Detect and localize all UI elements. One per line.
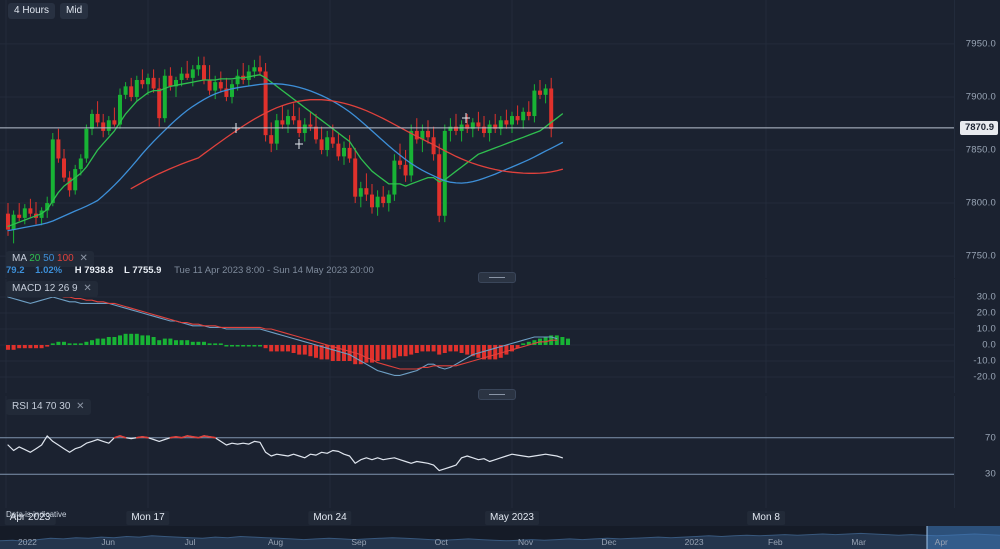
ma-indicator-legend[interactable]: MA 20 50 100 ✕ — [6, 251, 94, 267]
price-tick-label: 7850.0 — [965, 144, 996, 156]
price-panel-resize-grip[interactable] — [478, 272, 516, 283]
change-value: 79.2 — [6, 265, 25, 276]
chart-toolbar: 4 Hours Mid — [0, 0, 89, 22]
high-label: H — [74, 265, 82, 276]
rsi-oversold-level[interactable]: 30 — [59, 401, 71, 412]
price-axis[interactable]: 7950.0 7900.0 7850.0 7800.0 7750.0 7870.9 — [954, 0, 1000, 278]
rsi-panel: 70 30 — [0, 396, 1000, 508]
timeframe-chip[interactable]: 4 Hours — [8, 3, 56, 19]
change-percent: 1.02% — [35, 265, 63, 276]
navigator-tick-label: Sep — [351, 537, 367, 547]
time-tick-label: Mon 17 — [126, 511, 170, 525]
navigator-tick-label: Jun — [101, 537, 116, 547]
macd-panel: 30.0 20.0 10.0 0.0 -10.0 -20.0 — [0, 279, 1000, 393]
low-value: 7755.9 — [132, 265, 162, 276]
navigator-tick-label: Oct — [434, 537, 448, 547]
time-tick-label: Apr 2023 — [4, 511, 56, 525]
rsi-tick-label: 30 — [985, 468, 996, 480]
price-type-chip[interactable]: Mid — [60, 3, 89, 19]
date-range: Tue 11 Apr 2023 8:00 - Sun 14 May 2023 2… — [174, 265, 374, 276]
rsi-indicator-legend[interactable]: RSI 14 70 30 ✕ — [6, 399, 91, 415]
navigator-tick-label: Aug — [268, 537, 284, 547]
macd-indicator-legend[interactable]: MACD 12 26 9 ✕ — [6, 281, 98, 297]
rsi-plot[interactable] — [0, 396, 955, 508]
macd-slow-period[interactable]: 26 — [58, 283, 70, 294]
price-tick-label: 7750.0 — [965, 250, 996, 262]
range-navigator[interactable]: 2022 Jun Jul Aug Sep Oct Nov Dec 2023 Feb Mar Apr — [0, 526, 1000, 549]
rsi-close-icon[interactable]: ✕ — [76, 401, 85, 412]
current-price-tag: 7870.9 — [959, 120, 998, 135]
disclaimer-text: Data is indicative — [6, 510, 67, 519]
navigator-tick-label: 2023 — [684, 537, 704, 547]
macd-panel-resize-grip[interactable] — [478, 389, 516, 400]
rsi-axis[interactable]: 70 30 — [954, 396, 1000, 508]
macd-tick-label: 20.0 — [976, 307, 996, 319]
price-tick-label: 7900.0 — [965, 91, 996, 103]
navigator-tick-label: Jul — [184, 537, 196, 547]
rsi-period[interactable]: 14 — [31, 401, 43, 412]
macd-axis[interactable]: 30.0 20.0 10.0 0.0 -10.0 -20.0 — [954, 279, 1000, 393]
price-tick-label: 7800.0 — [965, 197, 996, 209]
ma-close-icon[interactable]: ✕ — [79, 253, 88, 264]
macd-tick-label: 10.0 — [976, 323, 996, 335]
macd-label: MACD — [12, 283, 42, 294]
low-label: L — [123, 265, 130, 276]
macd-fast-period[interactable]: 12 — [44, 283, 56, 294]
price-panel: 7950.0 7900.0 7850.0 7800.0 7750.0 7870.9 — [0, 0, 1000, 278]
navigator-tick-label: 2022 — [18, 537, 37, 547]
macd-plot[interactable] — [0, 279, 955, 393]
price-plot[interactable] — [0, 0, 955, 278]
ma-period-20[interactable]: 20 — [29, 253, 41, 264]
rsi-overbought-level[interactable]: 70 — [45, 401, 57, 412]
rsi-label: RSI — [12, 401, 29, 412]
macd-tick-label: 30.0 — [976, 291, 996, 303]
price-tick-label: 7950.0 — [965, 38, 996, 50]
navigator-tick-label: Dec — [601, 537, 617, 547]
macd-close-icon[interactable]: ✕ — [83, 283, 92, 294]
macd-tick-label: -10.0 — [973, 355, 996, 367]
time-axis[interactable]: Apr 2023 Mon 17 Mon 24 May 2023 Mon 8 — [0, 508, 1000, 526]
rsi-tick-label: 70 — [985, 432, 996, 444]
ma-period-100[interactable]: 100 — [57, 253, 74, 264]
navigator-tick-label: Apr — [934, 537, 948, 547]
high-value: 7938.8 — [84, 265, 114, 276]
ma-label: MA — [12, 253, 27, 264]
navigator-tick-label: Feb — [768, 537, 783, 547]
macd-tick-label: -20.0 — [973, 371, 996, 383]
time-tick-label: Mon 8 — [747, 511, 785, 525]
navigator-tick-label: Mar — [851, 537, 866, 547]
ma-period-50[interactable]: 50 — [43, 253, 55, 264]
macd-signal-period[interactable]: 9 — [72, 283, 78, 294]
macd-tick-label: 0.0 — [982, 339, 996, 351]
time-tick-label: Mon 24 — [308, 511, 352, 525]
navigator-tick-label: Nov — [518, 537, 534, 547]
time-tick-label: May 2023 — [485, 511, 539, 525]
ohlc-summary: 79.2 1.02% H 7938.8 L 7755.9 Tue 11 Apr … — [6, 266, 374, 276]
